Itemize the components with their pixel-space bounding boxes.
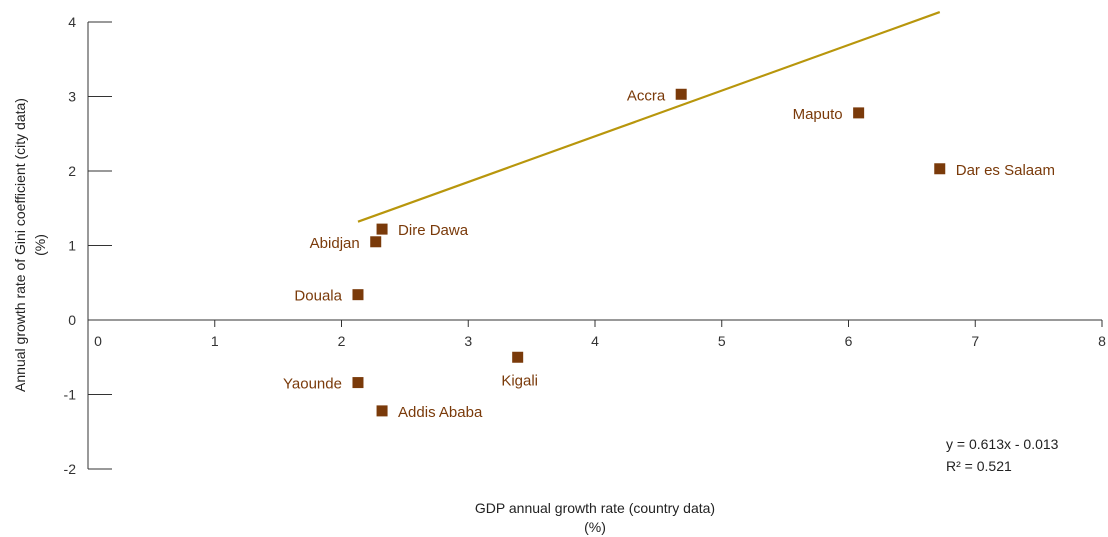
data-point-label: Accra bbox=[627, 87, 666, 104]
y-tick-label: 3 bbox=[68, 89, 76, 105]
y-tick-label: 0 bbox=[68, 312, 76, 328]
data-point-marker bbox=[853, 107, 865, 119]
data-point-marker bbox=[376, 223, 388, 235]
data-point-label: Addis Ababa bbox=[398, 404, 483, 421]
data-point-marker bbox=[376, 405, 388, 417]
data-point-marker bbox=[352, 289, 364, 301]
y-tick-label: -1 bbox=[64, 387, 77, 403]
x-tick-label: 5 bbox=[718, 333, 726, 349]
data-point-label: Kigali bbox=[501, 372, 538, 389]
x-tick-label: 2 bbox=[338, 333, 346, 349]
y-tick-label: 2 bbox=[68, 163, 76, 179]
x-tick-label: 1 bbox=[211, 333, 219, 349]
y-tick-label: -2 bbox=[64, 461, 77, 477]
data-point-label: Douala bbox=[294, 288, 342, 305]
x-tick-label: 6 bbox=[845, 333, 853, 349]
data-point-label: Yaounde bbox=[283, 376, 342, 393]
data-point-label: Dire Dawa bbox=[398, 222, 469, 239]
trend-equation: y = 0.613x - 0.013 bbox=[946, 436, 1059, 452]
data-point-label: Maputo bbox=[793, 106, 843, 123]
axes: -2 -1 0 1 2 3 4 0 1 2 3 4 5 6 7 8 bbox=[64, 14, 1107, 477]
x-tick-label: 4 bbox=[591, 333, 599, 349]
x-tick-label: 7 bbox=[971, 333, 979, 349]
data-point-marker bbox=[934, 163, 946, 175]
data-point-marker bbox=[675, 88, 687, 100]
x-tick-label: 0 bbox=[94, 333, 102, 349]
x-axis-title-line2: (%) bbox=[584, 519, 606, 535]
x-axis-title-line1: GDP annual growth rate (country data) bbox=[475, 500, 715, 516]
x-tick-label: 3 bbox=[464, 333, 472, 349]
x-tick-label: 8 bbox=[1098, 333, 1106, 349]
y-tick-label: 4 bbox=[68, 14, 76, 30]
trendline bbox=[357, 11, 941, 223]
y-axis-title-line1: Annual growth rate of Gini coefficient (… bbox=[12, 98, 28, 392]
data-point-label: Abidjan bbox=[310, 235, 360, 252]
data-point-marker bbox=[370, 236, 382, 248]
data-points bbox=[352, 88, 946, 417]
data-point-marker bbox=[352, 377, 364, 389]
data-point-marker bbox=[512, 351, 524, 363]
y-tick-label: 1 bbox=[68, 238, 76, 254]
point-labels: Accra Maputo Dar es Salaam Dire Dawa Abidjan… bbox=[283, 87, 1055, 421]
y-axis-title-line2: (%) bbox=[32, 234, 48, 256]
r-squared: R² = 0.521 bbox=[946, 458, 1012, 474]
trendline-group bbox=[357, 11, 941, 223]
data-point-label: Dar es Salaam bbox=[956, 162, 1055, 179]
